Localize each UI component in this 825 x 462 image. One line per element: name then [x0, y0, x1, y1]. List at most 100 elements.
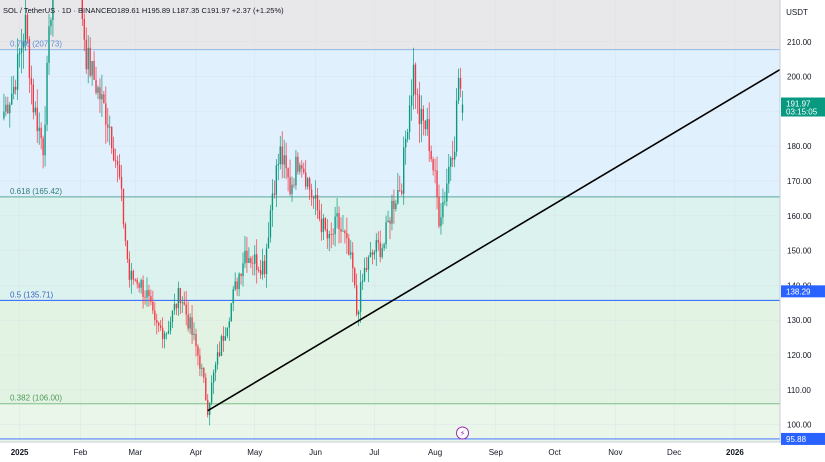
price-tick-label: 160.00 — [787, 212, 812, 221]
candle-body — [287, 168, 289, 178]
price-tick-label: 150.00 — [787, 247, 812, 256]
candle-body — [222, 336, 225, 341]
ohlc-readout: O189.61 H195.89 L187.35 C191.97 +2.37 (+… — [111, 6, 284, 15]
symbol-title: SOL / TetherUS · 1D · BINANCE — [3, 6, 111, 15]
candle-body — [436, 170, 438, 197]
candle-body — [379, 242, 381, 258]
candle-body — [7, 104, 9, 114]
candle-body — [173, 303, 176, 311]
candle-body — [256, 254, 258, 271]
candle-body — [107, 124, 109, 128]
fib-label-0.382: 0.382 (106.00) — [10, 394, 62, 403]
candle-body — [205, 377, 207, 400]
candle-body — [291, 184, 293, 195]
price-tick-label: 170.00 — [787, 177, 812, 186]
candle-body — [320, 218, 323, 233]
candle-body — [246, 250, 248, 263]
fib-labels: 0.786 (207.73) 0.618 (165.42) 0.5 (135.71)… — [10, 40, 62, 403]
candle-body — [236, 281, 238, 290]
candle-body — [232, 289, 234, 304]
candle-body — [197, 346, 199, 356]
candle-body — [338, 213, 340, 230]
candle-body — [22, 41, 25, 49]
candle-body — [377, 240, 379, 243]
candle-body — [161, 327, 164, 339]
candle-body — [105, 103, 107, 125]
time-tick-label: Apr — [190, 448, 203, 457]
candle-body — [446, 183, 448, 202]
fib-label-0.5: 0.5 (135.71) — [10, 290, 53, 299]
candle-body — [3, 111, 5, 119]
candle-body — [91, 60, 93, 76]
candle-body — [154, 310, 156, 320]
time-tick-label: Jun — [309, 448, 322, 457]
candle-body — [340, 229, 342, 232]
time-tick-label: May — [247, 448, 262, 457]
candle-body — [369, 252, 372, 258]
candle-body — [295, 156, 297, 186]
trendline[interactable] — [207, 68, 781, 412]
time-tick-label: Nov — [608, 448, 622, 457]
candle-body — [220, 336, 223, 356]
price-axis[interactable]: 100.00110.00120.00130.00140.00150.00160.… — [779, 0, 825, 462]
candle-body — [238, 273, 240, 290]
trendline-line — [207, 68, 781, 412]
candle-body — [312, 196, 315, 199]
candle-body — [216, 352, 219, 365]
candle-body — [354, 268, 356, 286]
candle-body — [404, 138, 407, 148]
lightning-glyph: ⚡ — [460, 429, 466, 438]
candle-body — [109, 126, 111, 128]
candle-body — [36, 107, 38, 132]
candle-body — [277, 164, 279, 166]
candle-body — [114, 160, 117, 162]
candle-body — [144, 296, 146, 298]
candle-body — [363, 268, 366, 281]
candle-body — [218, 352, 221, 356]
candle-body — [334, 216, 336, 235]
candle-body — [271, 193, 274, 211]
candle-body — [301, 165, 303, 169]
candle-body — [391, 200, 393, 224]
candle-body — [434, 170, 436, 171]
candle-body — [138, 283, 140, 288]
candle-body — [118, 164, 121, 178]
candle-body — [177, 288, 180, 309]
candle-body — [352, 252, 354, 269]
time-tick-label: Aug — [428, 448, 442, 457]
time-axis[interactable]: 2025 Feb Mar Apr May Jun Jul Aug Sep Oct Nov Dec 202… — [0, 441, 825, 462]
candle-body — [181, 302, 183, 304]
candle-body — [136, 279, 138, 284]
candle-body — [383, 244, 385, 249]
candle-body — [336, 213, 338, 217]
candle-body — [111, 126, 113, 149]
candle-body — [165, 333, 168, 335]
trend-price-tag — [781, 285, 825, 298]
candle-body — [461, 104, 464, 113]
candle-body — [250, 258, 252, 264]
candle-body — [46, 62, 48, 125]
candle-body — [175, 303, 178, 309]
candle-body — [16, 54, 19, 90]
candle-body — [32, 84, 35, 113]
candle-body — [424, 120, 426, 130]
time-tick-label: Dec — [667, 448, 681, 457]
price-tick-label: 130.00 — [787, 316, 812, 325]
candle-body — [142, 280, 144, 297]
time-tick-label: 2026 — [726, 448, 744, 457]
time-axis-bg — [0, 442, 825, 462]
candle-body — [293, 184, 295, 186]
candle-body — [248, 258, 250, 263]
candle-body — [201, 367, 203, 369]
time-tick-label: Sep — [489, 448, 504, 457]
candle-body — [185, 304, 187, 315]
candle-body — [420, 108, 423, 125]
candle-body — [183, 302, 185, 305]
candle-body — [395, 203, 397, 209]
price-tick-label: 100.00 — [787, 421, 812, 430]
candle-body — [85, 39, 87, 70]
candle-body — [179, 288, 181, 304]
candle-body — [457, 77, 460, 101]
candle-body — [152, 301, 154, 311]
